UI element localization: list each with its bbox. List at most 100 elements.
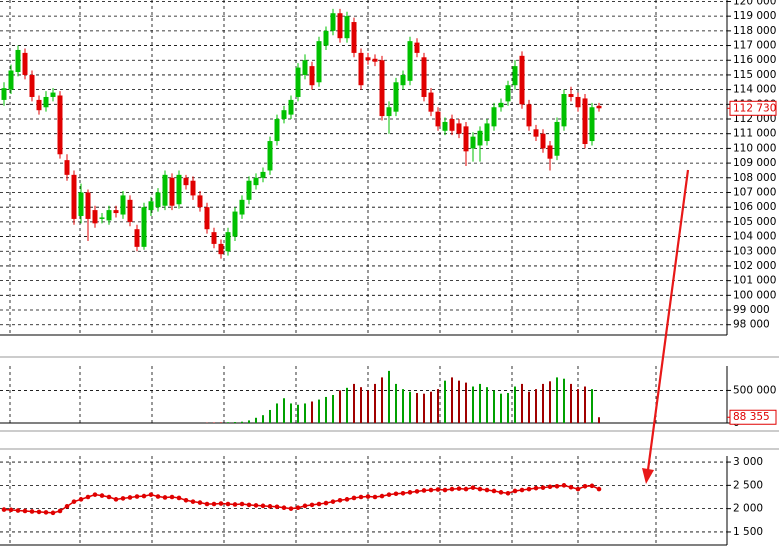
candle-body (288, 99, 294, 115)
candle-body (113, 210, 119, 214)
line-point (127, 495, 133, 500)
line-point (484, 487, 490, 493)
line-point (316, 501, 322, 507)
candle-body (540, 133, 546, 149)
y-tick-label: 101 000 (733, 275, 776, 287)
line-point (225, 501, 231, 507)
line-point (29, 509, 35, 514)
line-point (463, 486, 469, 492)
line-point (15, 508, 21, 513)
line-point (386, 492, 392, 497)
line-point (260, 503, 266, 509)
candle-body (281, 110, 287, 120)
line-point (295, 505, 301, 511)
candle-body (575, 96, 581, 108)
volume-bar (255, 417, 257, 423)
candle-body (526, 104, 532, 127)
candle-body (393, 82, 399, 112)
line-point (470, 485, 476, 490)
volume-bar (318, 399, 320, 423)
volume-bar (339, 390, 341, 423)
candle-body (1, 88, 7, 100)
volume-bar (325, 396, 327, 423)
y-tick-label: 118 000 (733, 25, 776, 37)
y-tick-label: 102 000 (733, 260, 776, 272)
candle-body (351, 22, 357, 53)
y-tick-label: 3 000 (733, 456, 763, 468)
line-point (99, 493, 105, 498)
line-point (57, 508, 63, 514)
candle-body (15, 49, 21, 72)
candle-body (127, 199, 133, 222)
y-tick-label: 116 000 (733, 54, 776, 66)
line-point (183, 497, 189, 503)
last-value-label: 88 355 (733, 411, 770, 423)
volume-bar (374, 383, 376, 423)
candle-body (421, 57, 427, 97)
candle-body (498, 102, 504, 108)
candle-body (547, 145, 553, 159)
candle-body (519, 55, 525, 105)
line-point (204, 501, 210, 507)
candle-body (260, 171, 266, 178)
candle-body (190, 180, 196, 196)
candle-body (36, 99, 42, 111)
arrow-head (642, 468, 654, 484)
volume-bar (367, 390, 369, 423)
line-point (337, 497, 343, 503)
line-point (281, 505, 287, 511)
volume-bar (423, 393, 425, 423)
line-point (288, 506, 294, 511)
volume-bar (332, 394, 334, 423)
last-value-label: 112 730 (733, 102, 776, 114)
arrow-line (646, 169, 690, 471)
candle-body (8, 70, 14, 90)
y-tick-label: 100 000 (733, 289, 776, 301)
candle-body (22, 52, 28, 75)
candle-body (589, 107, 595, 142)
candle-body (456, 123, 462, 134)
candle-body (533, 129, 539, 137)
y-tick-label: 108 000 (733, 172, 776, 184)
volume-bar (311, 401, 313, 423)
line-point (330, 499, 336, 504)
volume-bar (570, 383, 572, 423)
volume-bar (437, 389, 439, 423)
candle-body (176, 174, 182, 205)
candle-body (414, 42, 420, 53)
volume-bar (549, 381, 551, 423)
line-point (22, 508, 28, 514)
candle-body (344, 16, 350, 39)
candle-body (365, 57, 371, 61)
candle-body (246, 180, 252, 200)
candle-body (512, 66, 518, 86)
line-point (190, 499, 196, 504)
line-point (582, 483, 588, 489)
candle-body (85, 192, 91, 219)
line-point (218, 501, 224, 506)
line-point (8, 507, 14, 513)
candle-body (316, 41, 322, 83)
candle-body (435, 111, 441, 127)
line-point (505, 490, 511, 496)
line-point (302, 503, 308, 509)
candle-body (582, 98, 588, 144)
candle-body (141, 207, 147, 247)
volume-bar (472, 386, 474, 423)
volume-bar (444, 380, 446, 423)
line-point (50, 510, 56, 516)
candle-body (267, 141, 273, 171)
volume-bar (430, 391, 432, 423)
line-point (407, 490, 413, 495)
candle-body (239, 199, 245, 215)
y-tick-label: 500 000 (733, 384, 776, 396)
volume-bar (220, 422, 222, 423)
line-point (106, 494, 112, 500)
candle-body (50, 92, 56, 97)
panel (0, 366, 727, 423)
last-value-box (729, 409, 777, 425)
line-point (526, 486, 532, 492)
y-tick-label: 106 000 (733, 201, 776, 213)
candle-body (204, 207, 210, 230)
